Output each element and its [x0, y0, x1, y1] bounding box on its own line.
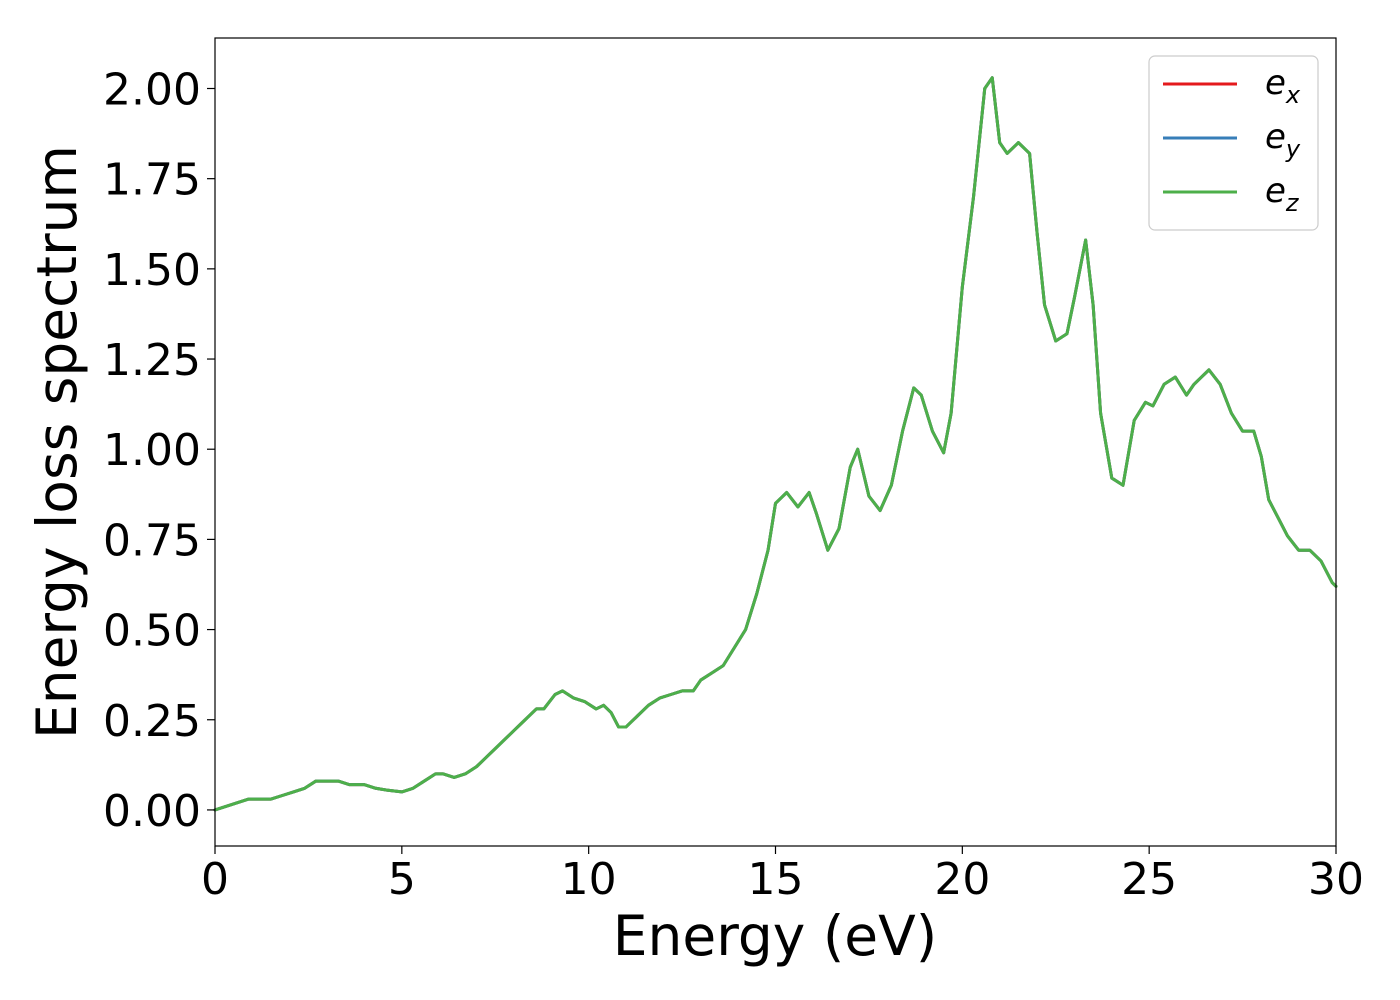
legend-subscript: x [1285, 81, 1301, 109]
y-tick-label: 0.75 [103, 515, 201, 566]
y-tick-label: 0.25 [103, 696, 201, 747]
x-tick-label: 5 [388, 854, 416, 905]
x-tick-label: 0 [201, 854, 229, 905]
x-tick-label: 15 [748, 854, 804, 905]
y-tick-label: 1.50 [103, 245, 201, 296]
legend-subscript: z [1285, 189, 1300, 217]
y-tick-label: 1.75 [103, 155, 201, 206]
series-layer [213, 76, 1338, 812]
x-tick-label: 10 [561, 854, 617, 905]
x-tick-label: 20 [934, 854, 990, 905]
y-axis: 0.00 0.25 0.50 0.75 1.00 1.25 1.50 1.75 2.00 [103, 65, 215, 837]
y-tick-label: 0.50 [103, 606, 201, 657]
y-tick-label: 0.00 [103, 786, 201, 837]
series-line-ez [213, 76, 1338, 812]
x-axis: 0 5 10 15 20 25 30 [201, 846, 1364, 905]
x-tick-label: 25 [1121, 854, 1177, 905]
x-axis-title: Energy (eV) [613, 904, 937, 968]
x-tick-label: 30 [1308, 854, 1364, 905]
legend-box [1148, 55, 1319, 231]
y-axis-title: Energy loss spectrum [25, 145, 89, 739]
y-tick-label: 2.00 [103, 65, 201, 116]
y-tick-label: 1.25 [103, 335, 201, 386]
y-tick-label: 1.00 [103, 425, 201, 476]
legend-subscript: y [1285, 135, 1301, 163]
